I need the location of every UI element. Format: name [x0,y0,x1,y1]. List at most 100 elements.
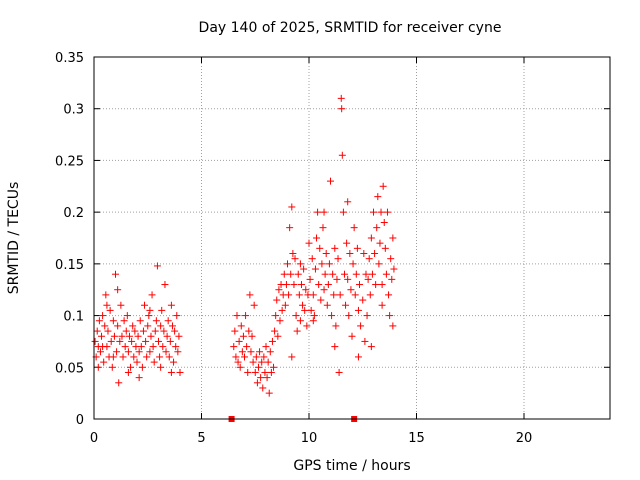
data-point [163,332,171,340]
data-point [368,270,376,278]
data-point [348,332,356,340]
data-point [107,337,115,345]
data-point [127,363,135,371]
data-point [143,353,151,361]
data-point [164,317,172,325]
data-point [292,312,300,320]
data-point [248,332,256,340]
data-point [258,358,266,366]
data-point [231,327,239,335]
data-point [93,327,101,335]
data-point [96,348,104,356]
data-point [146,348,154,356]
data-point [125,332,133,340]
data-point [172,343,180,351]
data-point [151,327,159,335]
x-tick-label: 15 [408,431,425,446]
data-point [262,343,270,351]
data-point [373,224,381,232]
data-point [332,322,340,330]
data-point [241,353,248,361]
data-point [267,368,275,376]
data-point [338,151,346,159]
data-point [334,255,342,263]
data-point [268,337,276,345]
data-point [141,301,149,309]
data-point [175,332,183,340]
x-axis-label: GPS time / hours [293,458,410,474]
data-point [114,322,122,330]
data-point [99,312,107,320]
data-point [91,337,99,345]
data-point [376,239,384,247]
data-point [124,368,132,376]
data-point [136,317,144,325]
data-point [112,270,119,278]
data-point [318,260,326,268]
data-point [272,312,280,320]
data-point [166,337,174,345]
data-point [106,306,114,314]
data-point [244,368,252,376]
data-point [305,239,313,247]
data-points [91,94,398,422]
data-point [320,208,328,216]
data-point [259,384,267,392]
data-point [158,306,166,314]
data-point [94,363,102,371]
data-point [357,322,365,330]
data-point [167,301,175,309]
data-point [291,255,299,263]
data-point [310,312,318,320]
data-point [325,260,333,268]
data-point [311,265,319,273]
data-point [128,337,136,345]
data-point [246,291,254,299]
data-point [335,368,343,376]
data-point [342,301,350,309]
data-point [271,327,279,335]
data-point [344,275,352,283]
data-point [153,262,161,270]
data-point [314,208,322,216]
data-point [174,348,182,356]
data-point [173,312,181,320]
data-point [313,234,321,242]
data-point [300,265,308,273]
data-point [274,332,282,340]
data-point [242,312,250,320]
data-point [176,368,184,376]
data-point [290,281,298,289]
data-point [301,306,309,314]
y-tick-label: 0.05 [55,361,84,376]
data-point [337,94,345,102]
data-point [146,306,154,314]
data-point [119,353,127,361]
data-point [309,291,317,299]
data-point [295,291,303,299]
data-point [147,332,155,340]
y-tick-label: 0.2 [63,206,84,221]
data-point [109,353,117,361]
data-point [322,250,330,258]
data-point [327,177,334,185]
y-tick-label: 0.15 [55,258,84,273]
data-point [320,286,328,294]
data-point [171,327,179,335]
data-point [383,208,391,216]
data-point [122,327,130,335]
data-point [275,286,283,294]
data-point [118,332,126,340]
data-point [139,327,147,335]
data-point [133,358,141,366]
data-point [234,358,242,366]
data-point [235,337,243,345]
data-point [353,244,361,252]
data-point [370,208,377,216]
data-point [257,374,265,382]
data-point [308,255,316,263]
data-point [120,317,128,325]
y-tick-label: 0.1 [63,310,84,325]
data-point [289,250,297,258]
data-point [95,317,103,325]
